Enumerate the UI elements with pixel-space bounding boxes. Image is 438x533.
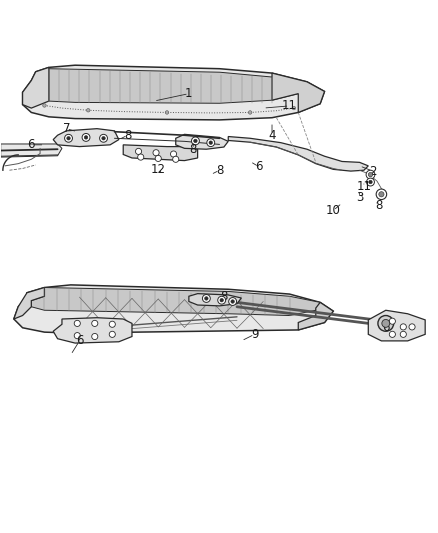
Circle shape — [366, 178, 374, 186]
Text: 8: 8 — [220, 290, 227, 303]
Circle shape — [381, 319, 389, 327]
Polygon shape — [297, 302, 332, 330]
Polygon shape — [367, 310, 424, 341]
Circle shape — [408, 324, 414, 330]
Text: 1: 1 — [185, 87, 192, 100]
Circle shape — [86, 109, 90, 112]
Circle shape — [248, 111, 251, 114]
Circle shape — [375, 189, 386, 199]
Circle shape — [135, 148, 141, 155]
Polygon shape — [31, 287, 319, 316]
Circle shape — [204, 297, 208, 300]
Circle shape — [155, 155, 161, 161]
Circle shape — [399, 324, 406, 330]
Circle shape — [365, 170, 374, 179]
Circle shape — [217, 296, 225, 304]
Circle shape — [92, 334, 98, 340]
Circle shape — [109, 321, 115, 327]
Polygon shape — [14, 287, 44, 319]
Circle shape — [138, 154, 144, 160]
Circle shape — [102, 136, 105, 140]
Text: 11: 11 — [281, 99, 297, 112]
Circle shape — [377, 316, 393, 332]
Text: 4: 4 — [268, 128, 275, 142]
Polygon shape — [49, 69, 297, 103]
Circle shape — [368, 180, 371, 184]
Circle shape — [202, 295, 210, 302]
Circle shape — [389, 318, 395, 324]
Text: 8: 8 — [374, 199, 382, 212]
Polygon shape — [22, 65, 324, 120]
Circle shape — [367, 172, 372, 177]
Polygon shape — [188, 294, 241, 306]
Circle shape — [193, 139, 197, 143]
Circle shape — [219, 298, 223, 302]
Polygon shape — [1, 144, 62, 157]
Circle shape — [206, 139, 214, 147]
Circle shape — [82, 133, 90, 141]
Text: 7: 7 — [63, 122, 70, 135]
Polygon shape — [123, 145, 197, 160]
Circle shape — [230, 300, 234, 303]
Polygon shape — [22, 67, 49, 108]
Polygon shape — [175, 134, 228, 149]
Text: 2: 2 — [368, 165, 375, 177]
Circle shape — [67, 136, 70, 140]
Circle shape — [172, 156, 178, 163]
Circle shape — [42, 104, 46, 107]
Text: 6: 6 — [75, 334, 83, 348]
Circle shape — [99, 134, 107, 142]
Text: 3: 3 — [355, 191, 362, 204]
Polygon shape — [14, 285, 332, 333]
Circle shape — [389, 332, 395, 337]
Circle shape — [165, 111, 168, 114]
Polygon shape — [228, 136, 367, 171]
Text: 10: 10 — [325, 204, 340, 217]
Text: 6: 6 — [381, 321, 389, 334]
Circle shape — [228, 297, 236, 305]
Circle shape — [378, 192, 383, 197]
Polygon shape — [272, 73, 324, 112]
Circle shape — [170, 151, 176, 157]
Circle shape — [92, 320, 98, 326]
Circle shape — [74, 320, 80, 326]
Circle shape — [191, 137, 199, 145]
Circle shape — [84, 136, 88, 139]
Text: 6: 6 — [28, 139, 35, 151]
Text: 11: 11 — [356, 180, 371, 193]
Circle shape — [152, 150, 159, 156]
Text: 8: 8 — [189, 143, 197, 156]
Polygon shape — [53, 128, 119, 147]
Text: 12: 12 — [150, 163, 166, 176]
Circle shape — [399, 332, 406, 337]
Text: 6: 6 — [254, 160, 262, 173]
Polygon shape — [53, 318, 132, 343]
Circle shape — [74, 333, 80, 338]
Circle shape — [208, 141, 212, 144]
Circle shape — [291, 107, 295, 110]
Text: 9: 9 — [250, 328, 258, 341]
Circle shape — [64, 134, 72, 142]
Text: 8: 8 — [215, 164, 223, 177]
Circle shape — [109, 332, 115, 337]
Text: 8: 8 — [124, 128, 131, 142]
